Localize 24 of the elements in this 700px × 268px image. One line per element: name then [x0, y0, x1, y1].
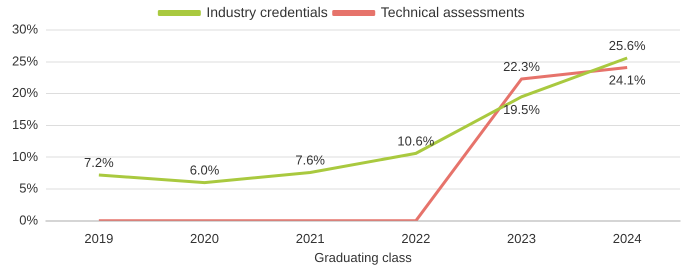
data-label: 7.6%	[295, 152, 326, 168]
y-tick-label: 15%	[12, 116, 38, 132]
x-tick-label: 2019	[84, 231, 114, 246]
x-tick-label: 2022	[401, 231, 430, 246]
x-tick-label: 2020	[190, 231, 219, 246]
y-tick-label: 20%	[12, 85, 38, 100]
x-tick-label: 2023	[507, 231, 536, 246]
data-label: 19.5%	[503, 102, 540, 117]
y-tick-label: 5%	[19, 180, 38, 196]
data-label: 24.1%	[608, 72, 646, 88]
y-tick-label: 25%	[12, 53, 38, 68]
y-tick-label: 0%	[19, 212, 38, 228]
y-tick-label: 30%	[12, 22, 38, 37]
data-label: 10.6%	[397, 133, 435, 148]
data-label: 22.3%	[503, 59, 540, 74]
x-axis-title: Graduating class	[314, 250, 412, 265]
x-tick-label: 2021	[296, 231, 325, 246]
data-label: 6.0%	[190, 162, 220, 178]
x-tick-label: 2024	[612, 231, 642, 246]
data-label: 25.6%	[608, 38, 646, 54]
data-label: 7.2%	[84, 155, 114, 170]
y-tick-label: 10%	[12, 148, 38, 164]
legend-label: Technical assessments	[380, 4, 525, 20]
legend-label: Industry credentials	[206, 4, 328, 20]
